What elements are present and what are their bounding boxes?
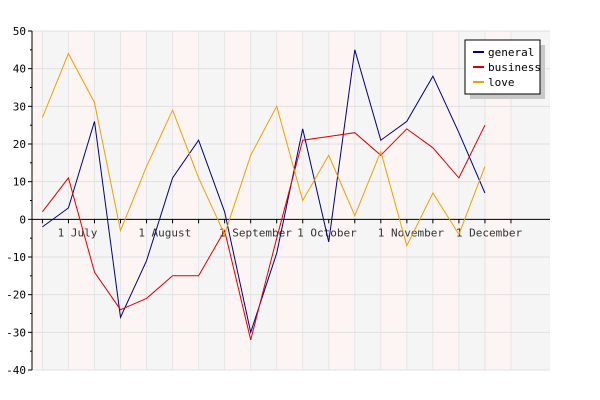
x-tick-label: 1 November: [378, 226, 445, 239]
y-tick-label: 0: [19, 213, 26, 226]
plot-band: [224, 31, 251, 370]
series-lines: [41, 49, 486, 341]
x-tick-label: 1 August: [138, 226, 191, 239]
plot-band: [302, 31, 329, 370]
plot-background-bands: [32, 31, 550, 370]
y-tick-label: 50: [13, 25, 26, 38]
plot-band: [276, 31, 303, 370]
legend-label-general: general: [488, 46, 534, 59]
y-tick-label: -30: [6, 326, 26, 339]
y-tick-label: 20: [13, 138, 26, 151]
grid-lines: [32, 30, 550, 371]
plot-band: [32, 31, 43, 370]
plot-band: [250, 31, 277, 370]
plot-band: [354, 31, 381, 370]
y-tick-label: -10: [6, 251, 26, 264]
plot-band: [406, 31, 433, 370]
x-tick-label: 1 July: [58, 226, 98, 239]
y-tick-label: 30: [13, 100, 26, 113]
y-tick-label: 10: [13, 176, 26, 189]
plot-band: [120, 31, 147, 370]
legend-label-love: love: [488, 76, 515, 89]
series-line-general: [42, 49, 486, 335]
x-tick-label: 1 September: [219, 226, 292, 239]
legend: general business love: [464, 39, 545, 99]
series-line-love: [41, 52, 486, 248]
series-line-business: [42, 124, 486, 341]
y-tick-label: -20: [6, 289, 26, 302]
plot-band: [432, 31, 459, 370]
plot-band: [172, 31, 199, 370]
plot-band: [146, 31, 173, 370]
axes: 50 40 30 20 10 0 -10 -20 -30 -40 1 July 1 August 1 S…: [6, 25, 550, 377]
plot-band: [42, 31, 69, 370]
x-tick-label: 1 December: [456, 226, 523, 239]
plot-band: [68, 31, 95, 370]
legend-label-business: business: [488, 61, 541, 74]
plot-band: [94, 31, 121, 370]
plot-band: [328, 31, 355, 370]
y-tick-label: -40: [6, 364, 26, 377]
y-tick-label: 40: [13, 63, 26, 76]
